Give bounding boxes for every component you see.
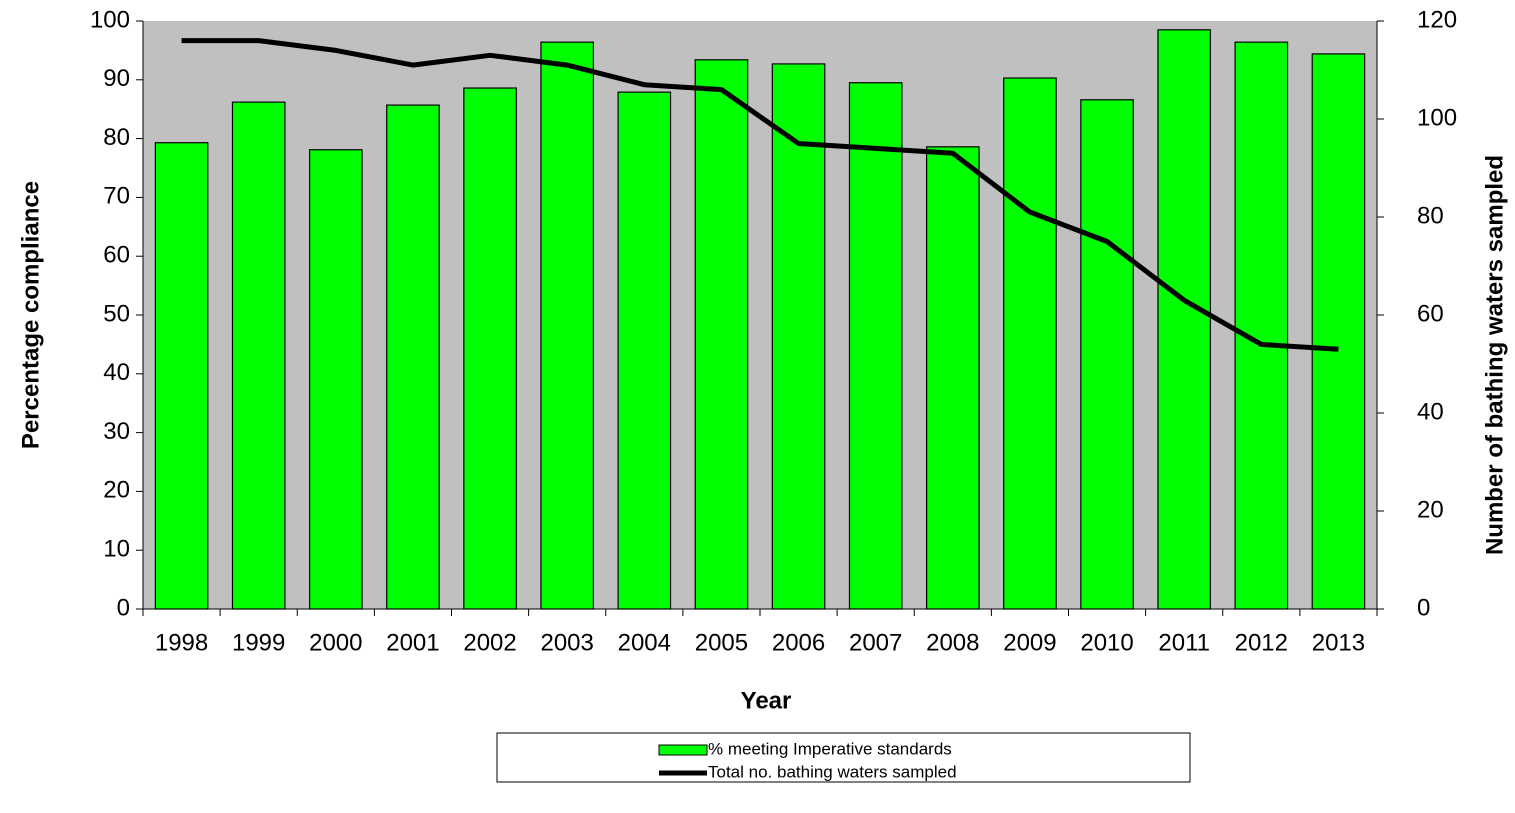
bar bbox=[154, 142, 209, 610]
y2-tick-label: 120 bbox=[1417, 6, 1457, 33]
x-tick-label: 2009 bbox=[1003, 629, 1056, 656]
x-tick-label: 2010 bbox=[1080, 629, 1133, 656]
x-tick-label: 1998 bbox=[155, 629, 208, 656]
x-tick-label: 2001 bbox=[386, 629, 439, 656]
legend bbox=[496, 732, 1191, 783]
y2-tick-label: 20 bbox=[1417, 496, 1444, 523]
x-tick-label: 2002 bbox=[463, 629, 516, 656]
bar bbox=[231, 101, 286, 610]
x-tick-label: 2007 bbox=[849, 629, 902, 656]
x-tick-label: 2003 bbox=[540, 629, 593, 656]
y2-tick-label: 0 bbox=[1417, 594, 1430, 621]
y-tick-label: 70 bbox=[103, 183, 130, 210]
legend-label: Total no. bathing waters sampled bbox=[708, 762, 957, 781]
y-tick-label: 100 bbox=[90, 6, 130, 33]
bar bbox=[848, 82, 903, 610]
bar bbox=[1080, 99, 1134, 610]
y2-tick-label: 100 bbox=[1417, 104, 1457, 131]
legend-label: % meeting Imperative standards bbox=[708, 739, 952, 758]
bar bbox=[694, 59, 749, 610]
x-tick-label: 2008 bbox=[926, 629, 979, 656]
y-tick-label: 90 bbox=[103, 65, 130, 92]
x-axis-label: Year bbox=[741, 687, 792, 714]
bar bbox=[925, 146, 980, 610]
x-tick-label: 2006 bbox=[772, 629, 825, 656]
x-tick-label: 2005 bbox=[695, 629, 748, 656]
x-tick-label: 2012 bbox=[1235, 629, 1288, 656]
x-tick-label: 2004 bbox=[618, 629, 671, 656]
bar bbox=[1157, 29, 1212, 610]
bar bbox=[463, 87, 517, 610]
bar bbox=[1311, 53, 1366, 610]
legend-swatch bbox=[658, 744, 708, 756]
bar bbox=[540, 41, 595, 610]
y2-axis-label: Number of bathing waters sampled bbox=[1481, 155, 1508, 555]
bar bbox=[771, 63, 826, 610]
y-tick-label: 20 bbox=[103, 477, 130, 504]
y2-tick-label: 60 bbox=[1417, 300, 1444, 327]
bar bbox=[1234, 41, 1289, 610]
y2-tick-label: 80 bbox=[1417, 202, 1444, 229]
y-tick-label: 80 bbox=[103, 124, 130, 151]
x-tick-label: 2013 bbox=[1312, 629, 1365, 656]
bar bbox=[617, 91, 672, 610]
y-tick-label: 40 bbox=[103, 359, 130, 386]
y-tick-label: 30 bbox=[103, 418, 130, 445]
bar bbox=[1003, 77, 1057, 610]
y-axis-label: Percentage compliance bbox=[17, 181, 44, 449]
bar bbox=[308, 149, 363, 610]
bar bbox=[386, 104, 440, 610]
x-tick-label: 2011 bbox=[1158, 629, 1210, 656]
y2-tick-label: 40 bbox=[1417, 398, 1444, 425]
line bbox=[181, 38, 1339, 352]
x-tick-label: 1999 bbox=[232, 629, 285, 656]
y-tick-label: 10 bbox=[103, 536, 130, 563]
y-tick-label: 0 bbox=[117, 594, 130, 621]
y-tick-label: 60 bbox=[103, 242, 130, 269]
y-tick-label: 50 bbox=[103, 300, 130, 327]
x-tick-label: 2000 bbox=[309, 629, 362, 656]
